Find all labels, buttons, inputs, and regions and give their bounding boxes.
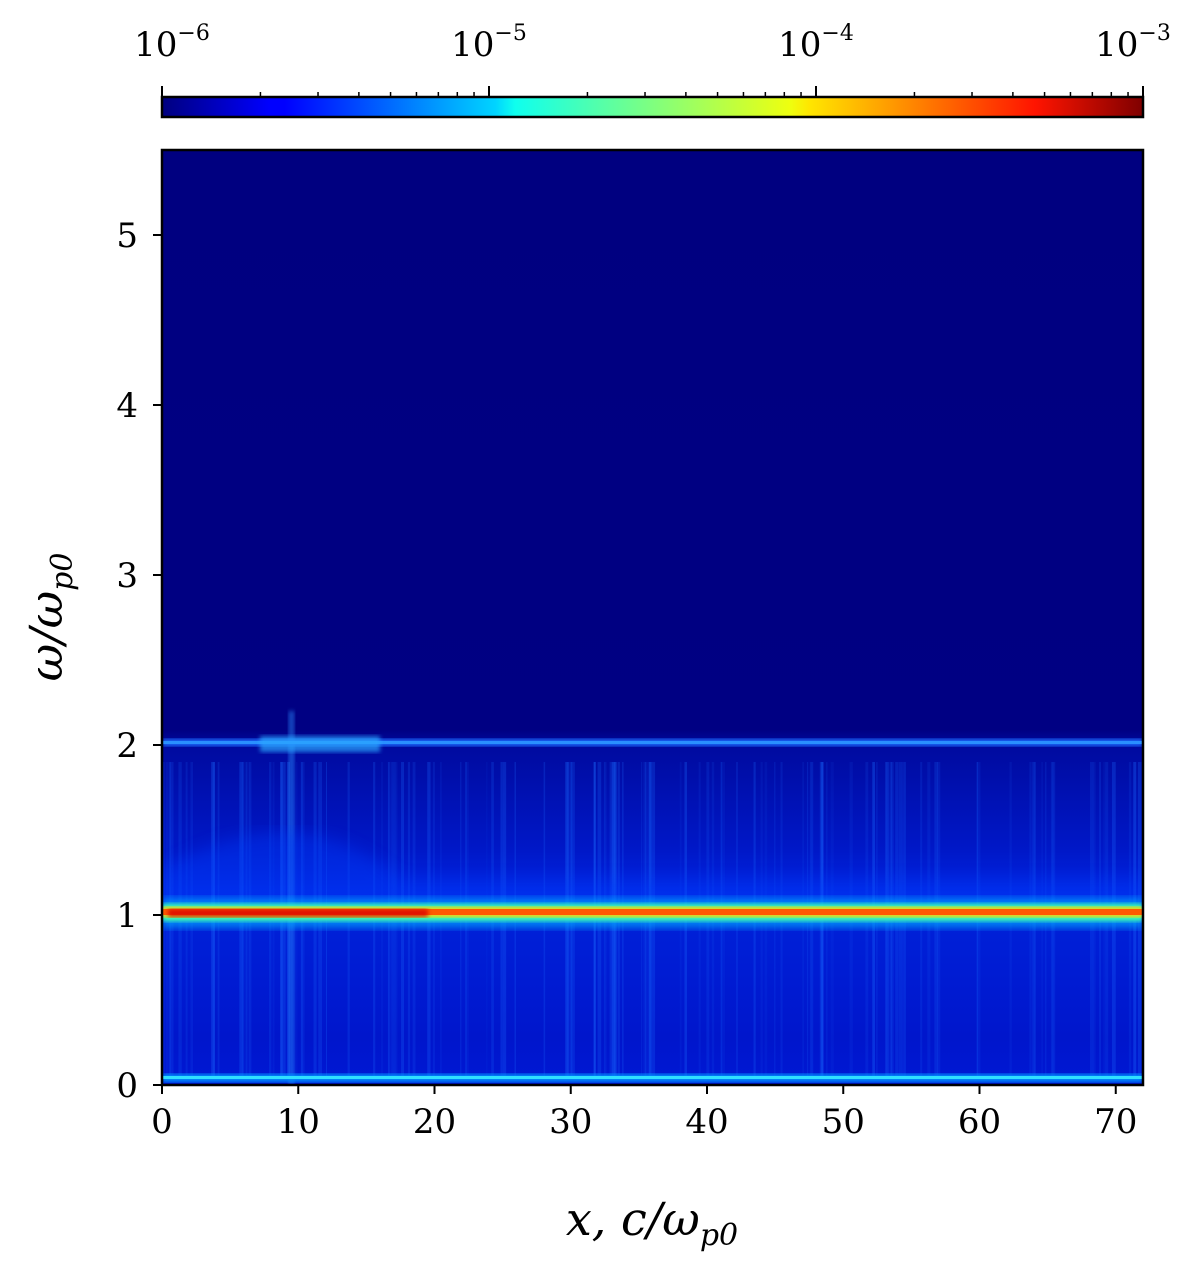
colorbar-tick-base: 10 <box>451 25 494 65</box>
colorbar-tick-base: 10 <box>134 25 177 65</box>
x-tick-label: 20 <box>413 1102 456 1142</box>
x-tick-label: 10 <box>277 1102 320 1142</box>
heatmap <box>162 150 1143 1085</box>
y-axis-label-main: ω/ω <box>19 591 73 682</box>
y-tick-label: 2 <box>116 726 138 766</box>
colorbar-gradient <box>160 95 1145 119</box>
y-tick-label: 1 <box>116 896 138 936</box>
colorbar-tick-label: 10−6 <box>134 21 210 65</box>
colorbar-tick-base: 10 <box>778 25 821 65</box>
x-tick-label: 40 <box>685 1102 728 1142</box>
x-tick-label: 0 <box>151 1102 173 1142</box>
colorbar-ticks <box>161 86 1144 97</box>
colorbar-tick-label: 10−5 <box>451 21 527 65</box>
x-tick-label: 70 <box>1094 1102 1137 1142</box>
x-axis-label: x, c/ωp0 <box>566 1192 738 1253</box>
colorbar-tick-label: 10−3 <box>1095 21 1171 65</box>
colorbar-tick-labels: 10−6 10−5 10−4 10−3 <box>134 21 1171 65</box>
x-tick-label: 30 <box>549 1102 592 1142</box>
y-tick-label: 3 <box>116 556 138 596</box>
colorbar-tick-exponent: −6 <box>177 21 209 46</box>
plot-frame <box>160 148 1145 1087</box>
x-axis-ticks: 0 10 20 30 40 50 60 70 <box>151 1085 1137 1142</box>
y-tick-label: 0 <box>116 1066 138 1106</box>
x-tick-label: 50 <box>822 1102 865 1142</box>
x-tick-label: 60 <box>958 1102 1001 1142</box>
colorbar-tick-exponent: −3 <box>1138 21 1170 46</box>
x-axis-label-main: x, c/ω <box>566 1192 700 1246</box>
colorbar-tick-exponent: −5 <box>494 21 526 46</box>
colorbar-tick-label: 10−4 <box>778 21 854 65</box>
heatmap-diffuse-glow <box>162 832 1143 905</box>
y-axis-label-subscript: p0 <box>45 553 80 591</box>
y-axis-ticks: 0 1 2 3 4 5 <box>116 216 162 1106</box>
heatmap-background <box>162 150 1143 1085</box>
y-tick-label: 4 <box>116 386 138 426</box>
colorbar-tick-exponent: −4 <box>821 21 853 46</box>
plasma-line <box>162 898 1143 928</box>
y-axis-label: ω/ωp0 <box>19 553 80 682</box>
y-tick-label: 5 <box>116 216 138 256</box>
low-frequency-band <box>162 1074 1143 1082</box>
x-axis-label-subscript: p0 <box>700 1218 738 1253</box>
colorbar: 10−6 10−5 10−4 10−3 <box>134 21 1171 119</box>
harmonic-line <box>162 736 1143 752</box>
colorbar-tick-base: 10 <box>1095 25 1138 65</box>
